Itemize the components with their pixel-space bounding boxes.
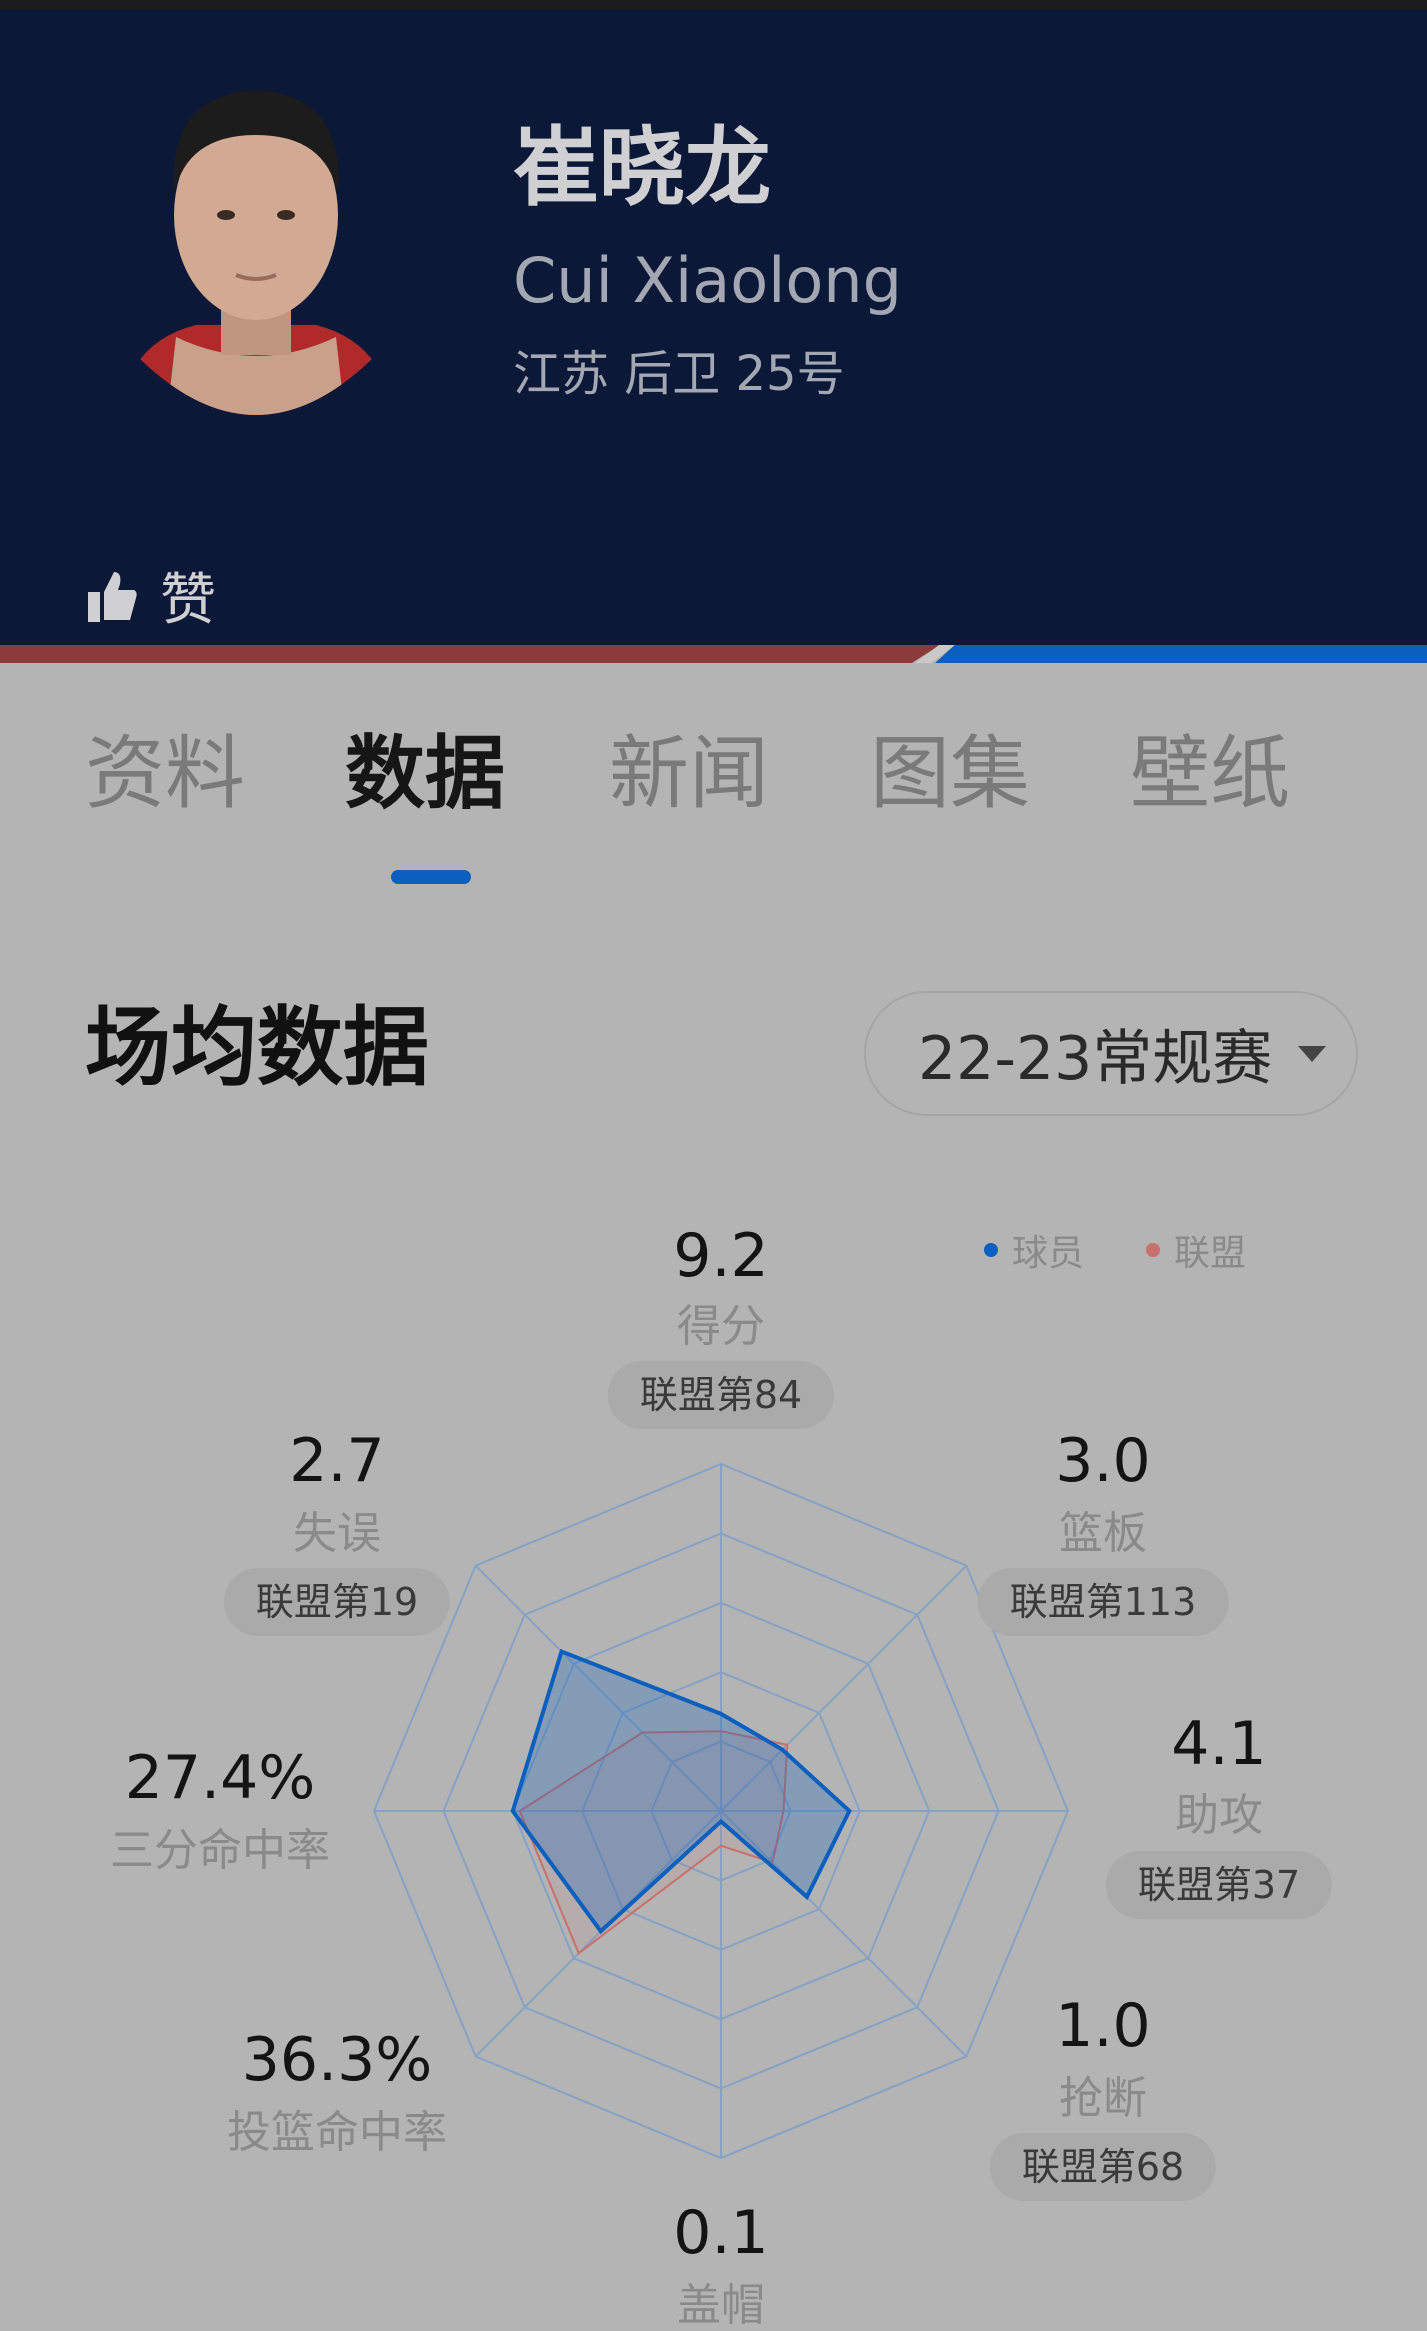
radar-axis-line xyxy=(474,1810,722,2058)
tab-news[interactable]: 新闻 xyxy=(609,727,769,820)
stat-rank-assists: 联盟第37 xyxy=(1105,1851,1333,1919)
stat-name-turnovers: 失误 xyxy=(293,1508,381,1559)
active-tab-indicator xyxy=(391,870,471,884)
header-stripe-red xyxy=(0,645,940,663)
stat-name-assists: 助攻 xyxy=(1175,1790,1263,1841)
header-stripe-blue xyxy=(935,645,1427,663)
stat-name-rebounds: 篮板 xyxy=(1059,1508,1147,1559)
stat-name-3p-pct: 三分命中率 xyxy=(110,1825,330,1876)
section-title: 场均数据 xyxy=(85,998,429,1098)
legend-player: 球员 xyxy=(984,1224,1084,1276)
stat-value-fg-pct: 36.3% xyxy=(241,2025,433,2095)
tab-profile[interactable]: 资料 xyxy=(85,727,245,820)
season-selected: 22-23常规赛 xyxy=(918,1024,1273,1094)
stat-rank-rebounds: 联盟第113 xyxy=(977,1568,1229,1636)
player-name-english: Cui Xiaolong xyxy=(513,244,902,317)
radar-series-player xyxy=(510,1648,852,1935)
stat-value-steals: 1.0 xyxy=(1055,1991,1151,2061)
tab-gallery[interactable]: 图集 xyxy=(870,727,1030,820)
radar-axis-line xyxy=(720,1564,968,1812)
caret-down-icon xyxy=(1298,1045,1327,1062)
legend-dot-league xyxy=(1146,1243,1160,1257)
player-team-position-number: 江苏 后卫 25号 xyxy=(513,346,845,402)
stat-rank-turnovers: 联盟第19 xyxy=(223,1568,451,1636)
stat-name-points: 得分 xyxy=(677,1301,765,1352)
radar-series-league xyxy=(518,1730,789,1955)
thumbs-up-icon xyxy=(88,571,137,622)
legend-label: 球员 xyxy=(1012,1233,1085,1274)
stat-value-3p-pct: 27.4% xyxy=(124,1743,316,1813)
legend-league: 联盟 xyxy=(1146,1224,1246,1276)
player-name: 崔晓龙 xyxy=(513,118,771,218)
status-bar xyxy=(0,0,1427,10)
stat-value-rebounds: 3.0 xyxy=(1055,1426,1151,1496)
legend-label: 联盟 xyxy=(1174,1233,1247,1274)
stat-value-points: 9.2 xyxy=(673,1221,769,1291)
like-button[interactable]: 赞 xyxy=(88,555,216,636)
radar-axis-line xyxy=(720,1810,968,2058)
tab-wallpaper[interactable]: 壁纸 xyxy=(1130,727,1290,820)
stat-value-assists: 4.1 xyxy=(1171,1709,1267,1779)
player-avatar xyxy=(136,90,376,415)
tab-stats[interactable]: 数据 xyxy=(345,727,505,820)
radar-axis-line xyxy=(474,1564,722,1812)
stat-name-steals: 抢断 xyxy=(1059,2073,1147,2124)
stat-value-turnovers: 2.7 xyxy=(289,1426,385,1496)
stat-name-blocks: 盖帽 xyxy=(677,2280,765,2331)
legend-dot-player xyxy=(984,1243,998,1257)
stat-rank-points: 联盟第84 xyxy=(607,1361,835,1429)
like-label: 赞 xyxy=(160,568,216,633)
stat-rank-steals: 联盟第68 xyxy=(989,2133,1217,2201)
season-dropdown[interactable]: 22-23常规赛 xyxy=(864,991,1358,1116)
stat-name-fg-pct: 投篮命中率 xyxy=(227,2107,447,2158)
stat-value-blocks: 0.1 xyxy=(673,2198,769,2268)
